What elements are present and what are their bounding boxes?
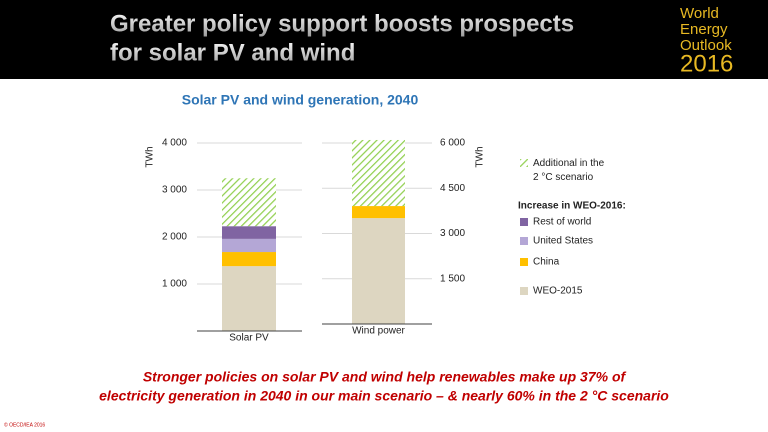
y-tick-label: 1 000 xyxy=(162,279,187,290)
chart-title: Solar PV and wind generation, 2040 xyxy=(182,92,419,108)
y-tick-label: 6 000 xyxy=(440,138,465,149)
bar-segment xyxy=(352,139,405,207)
y-tick-label: 2 000 xyxy=(162,232,187,243)
footer-text: Stronger policies on solar PV and wind h… xyxy=(143,369,627,385)
legend-swatch xyxy=(520,218,528,226)
y-axis-label: TWh xyxy=(475,146,486,167)
logo-text: Energy xyxy=(680,21,728,38)
legend-title: Increase in WEO-2016: xyxy=(518,201,626,212)
legend-swatch xyxy=(520,159,528,167)
legend-swatch xyxy=(520,237,528,245)
y-tick-label: 1 500 xyxy=(440,273,465,284)
y-axis-label: TWh xyxy=(145,146,156,167)
legend-label: WEO-2015 xyxy=(533,286,583,297)
y-tick-label: 4 000 xyxy=(162,138,187,149)
footer-text: electricity generation in 2040 in our ma… xyxy=(99,388,669,404)
header-title: for solar PV and wind xyxy=(110,39,355,66)
logo-text: Outlook xyxy=(680,37,732,54)
bar-segment xyxy=(352,206,405,219)
y-tick-label: 3 000 xyxy=(162,185,187,196)
legend-label: United States xyxy=(533,236,593,247)
bar-segment xyxy=(222,266,276,331)
legend-label: China xyxy=(533,257,560,268)
logo: World Energy Outlook 2016 xyxy=(680,5,733,77)
x-tick-label: Wind power xyxy=(352,326,405,337)
bar-segment xyxy=(222,238,276,253)
bar-segment xyxy=(222,252,276,267)
legend-swatch xyxy=(520,287,528,295)
bar-segment xyxy=(352,218,405,324)
y-tick-label: 4 500 xyxy=(440,183,465,194)
bar-segment xyxy=(222,226,276,239)
y-tick-label: 3 000 xyxy=(440,228,465,239)
legend-swatch xyxy=(520,258,528,266)
legend-label: Additional in the 2 °C scenario xyxy=(533,158,605,183)
logo-text: World xyxy=(680,5,719,22)
header-title: Greater policy support boosts prospects xyxy=(110,10,574,37)
header-band xyxy=(0,0,768,79)
bar-segment xyxy=(222,178,276,227)
copyright: © OECD/IEA 2016 xyxy=(4,421,45,428)
legend-label: Rest of world xyxy=(533,217,591,228)
logo-text: 2016 xyxy=(680,50,733,77)
x-tick-label: Solar PV xyxy=(229,333,269,344)
